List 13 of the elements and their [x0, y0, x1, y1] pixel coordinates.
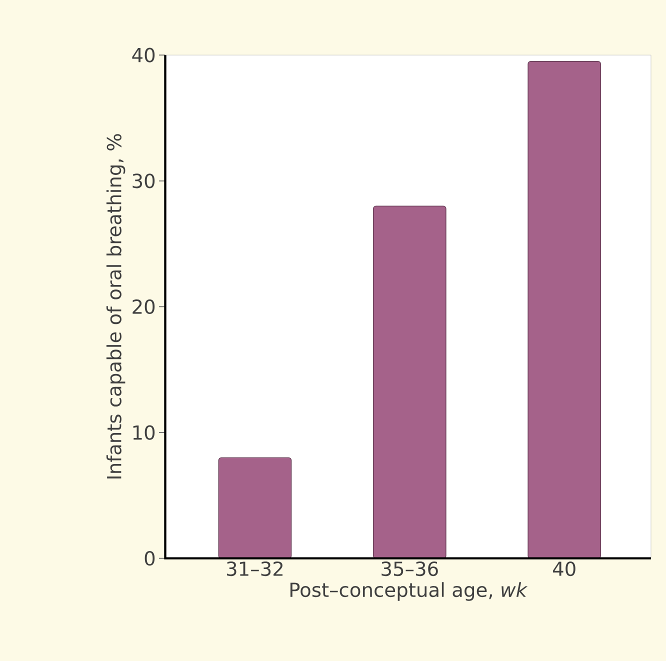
bar — [218, 457, 292, 559]
x-tick-label: 35–36 — [382, 561, 438, 576]
y-axis-title: Infants capable of oral breathing, % — [106, 134, 126, 478]
y-tick-label: 10 — [133, 425, 155, 440]
x-axis-title: Post–conceptual age, wk — [290, 582, 528, 601]
bar — [373, 206, 446, 559]
y-tick-label: 40 — [132, 48, 155, 62]
y-tick-label: 20 — [132, 299, 155, 314]
y-tick-label: 30 — [132, 174, 155, 188]
y-tick-label: 0 — [144, 551, 155, 566]
x-tick-label: 31–32 — [226, 561, 282, 576]
x-tick-label: 40 — [552, 561, 576, 576]
bar — [528, 61, 602, 559]
